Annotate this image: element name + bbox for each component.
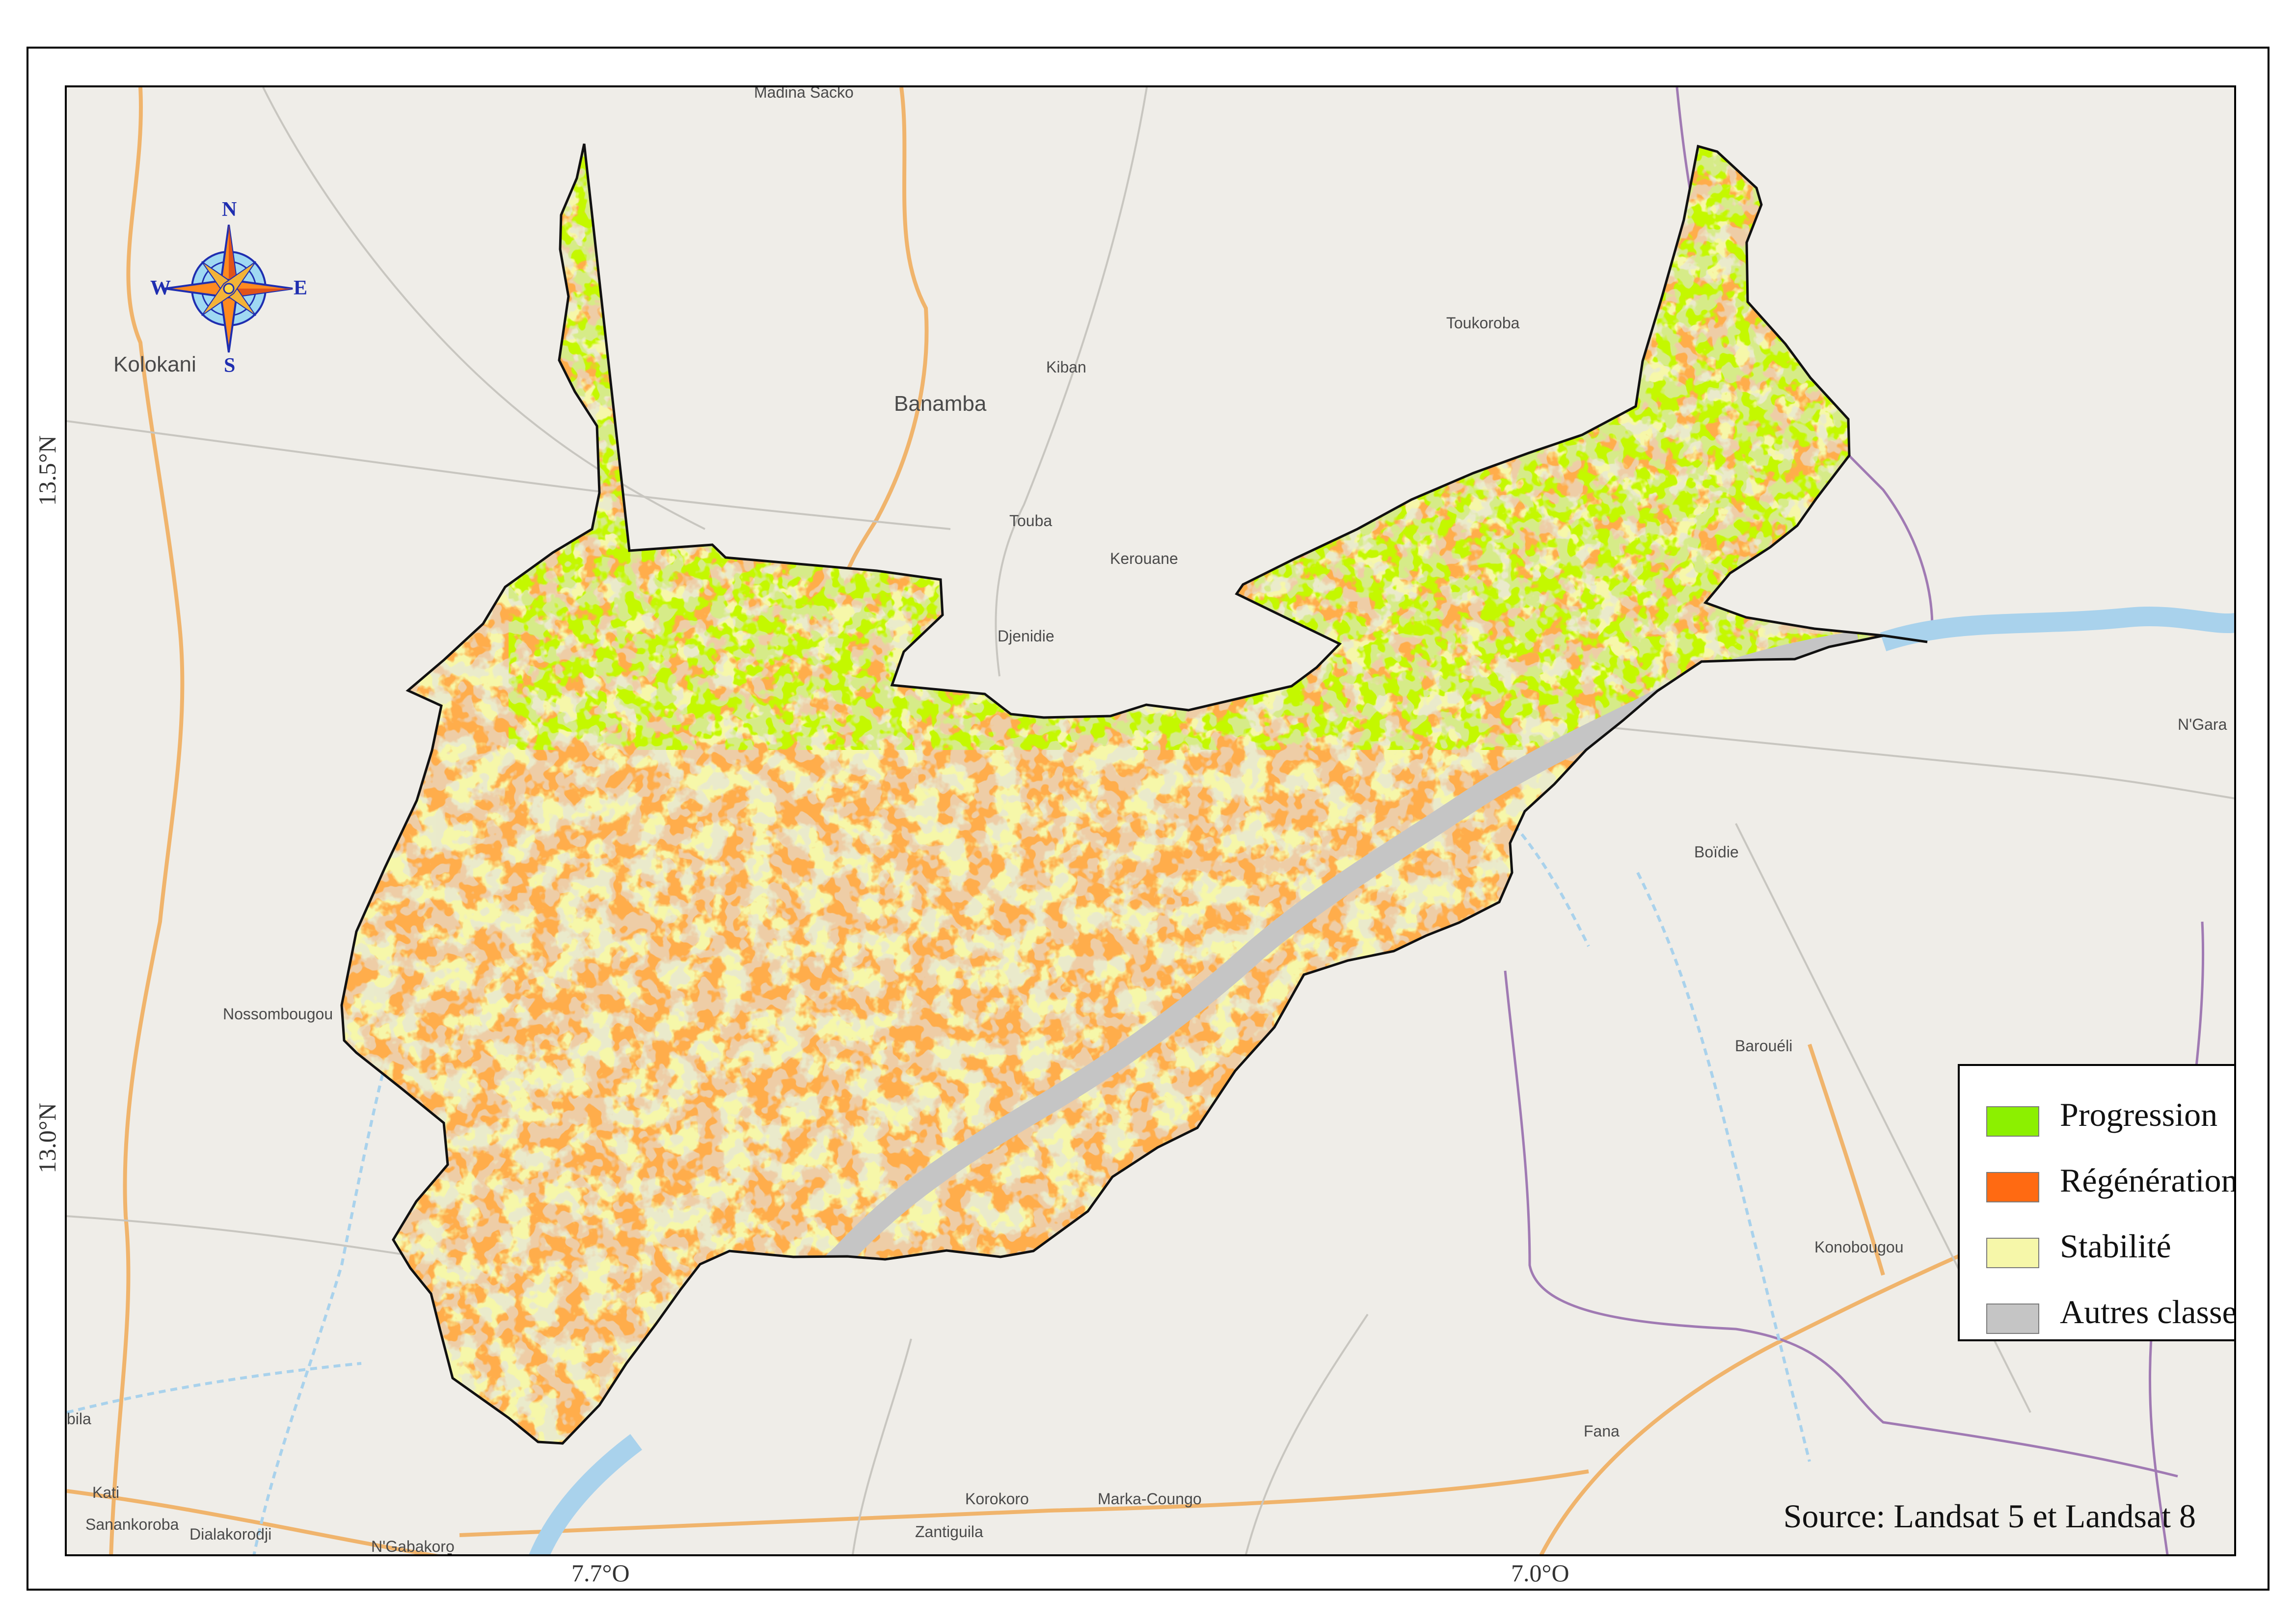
map-frame: [27, 47, 2269, 1591]
scale-bar: 0 10 20 km: [132, 1547, 484, 1554]
place-label: Banamba: [894, 392, 987, 416]
place-label: Kiban: [1046, 358, 1086, 376]
place-label: Boïdie: [1694, 843, 1739, 861]
place-label: Marka-Coungo: [1098, 1490, 1202, 1508]
compass-west-label: W: [150, 277, 171, 299]
legend-swatch: [1986, 1172, 2039, 1202]
study-area: [342, 144, 1927, 1443]
lon-label-right: 7.0°O: [1511, 1559, 1569, 1587]
place-label: Toukoroba: [1446, 314, 1520, 332]
place-label: Zantiguila: [915, 1523, 983, 1541]
lon-label-left: 7.7°O: [571, 1559, 630, 1587]
lat-label-top: 13.5°N: [33, 435, 61, 506]
compass-north-label: N: [222, 198, 237, 221]
place-label: Korokoro: [965, 1490, 1029, 1508]
place-label: Madina Sacko: [754, 85, 854, 101]
legend-label: Stabilité: [2060, 1227, 2171, 1265]
place-label: Kati: [92, 1484, 120, 1501]
place-label: Kolokani: [113, 352, 196, 376]
map-canvas: N S E W Madina Sacko Kolokani Banamba Ki…: [65, 85, 2236, 1556]
legend-label: Autres classes: [2060, 1293, 2236, 1330]
basemap: [67, 87, 2234, 1554]
source-credit: Source: Landsat 5 et Landsat 8: [1783, 1497, 2196, 1535]
scale-tick-0: 0: [132, 1547, 146, 1554]
compass-south-label: S: [224, 354, 236, 377]
place-label: Fana: [1584, 1422, 1620, 1440]
place-label: bila: [67, 1410, 91, 1428]
legend-swatch: [1986, 1106, 2039, 1137]
place-label: N'Gabakoro: [371, 1538, 455, 1555]
compass-icon: [164, 224, 293, 353]
place-label: Konobougou: [1814, 1238, 1904, 1256]
legend: Progression Régénération Stabilité Autre…: [1958, 1064, 2236, 1341]
legend-swatch: [1986, 1304, 2039, 1334]
scale-tick-10: 10: [269, 1547, 297, 1554]
lat-label-bottom: 13.0°N: [33, 1103, 61, 1173]
compass-rose: N S E W: [150, 198, 307, 379]
legend-swatch: [1986, 1238, 2039, 1268]
legend-label: Régénération: [2060, 1162, 2236, 1199]
legend-label: Progression: [2060, 1096, 2218, 1133]
place-label: Kerouane: [1110, 550, 1178, 567]
place-label: Nossombougou: [223, 1005, 333, 1023]
place-label: N'Gara: [2178, 716, 2227, 733]
scale-tick-20: 20 km: [411, 1547, 484, 1554]
place-label: Touba: [1009, 512, 1053, 530]
place-label: Barouéli: [1735, 1037, 1793, 1055]
place-label: Sanankoroba: [85, 1516, 179, 1533]
place-label: Dialakorodji: [189, 1525, 272, 1543]
place-label: Djenidie: [998, 627, 1054, 645]
compass-east-label: E: [294, 277, 308, 299]
